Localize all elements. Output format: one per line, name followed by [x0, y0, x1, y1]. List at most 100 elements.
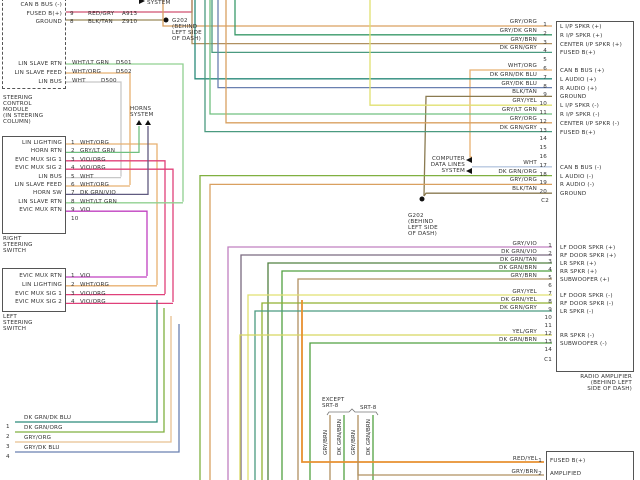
wire-label: VIO/ORG — [80, 299, 106, 306]
wire-lin — [66, 63, 184, 202]
circuit-label: D501 — [116, 60, 132, 66]
switch-pin-number: 9 — [71, 207, 75, 214]
amp-pin-function: RR SPKR (+) — [560, 269, 598, 275]
amp-pin-number: 1 — [543, 22, 547, 28]
switch-pin-number: 2 — [71, 148, 75, 155]
switch-pin-label: HORN SW — [33, 190, 62, 197]
wire-right-switch — [66, 210, 148, 276]
wire-c1 — [267, 262, 552, 480]
wire-c1 — [297, 278, 552, 480]
ground-symbol-icon — [419, 196, 425, 202]
amp-pin-number: 14 — [539, 136, 547, 143]
amp-pin-function: FUSED B(+) — [560, 50, 596, 57]
module-pin-label: LIN SLAVE RTN — [18, 61, 62, 67]
amp-pin-number: 4 — [543, 48, 547, 55]
amp-pin-number: 12 — [544, 331, 552, 337]
wire-label: BLK/TAN — [88, 19, 113, 25]
connector-pin-function: FUSED B(+) — [550, 458, 586, 464]
amp-pin-number: 15 — [539, 145, 547, 152]
except-srt8-label: EXCEPT SRT-8 — [322, 397, 345, 409]
c1-connector-label: C1 — [544, 357, 552, 363]
switch-pin-number: 7 — [71, 190, 75, 197]
switch-pin-number: 1 — [71, 140, 75, 146]
amp-pin-number: 5 — [548, 275, 552, 281]
wire-label: WHT/ORG — [80, 140, 110, 146]
circuit-label: D500 — [101, 78, 117, 84]
module-label: STEERING CONTROL MODULE (IN STEERING COL… — [3, 95, 44, 125]
amp-pin-number: 2 — [543, 30, 547, 37]
wire-c1 — [247, 294, 552, 480]
amp-pin-number: 11 — [544, 323, 552, 329]
wire-c2 — [211, 0, 552, 54]
radio-amplifier-box — [556, 21, 634, 372]
amp-pin-function: LF DOOR SPKR (-) — [560, 293, 613, 299]
data-lines-arrow-icon — [466, 168, 472, 174]
amp-pin-number: 11 — [539, 110, 547, 116]
amp-pin-function: L I/P SPKR (-) — [560, 103, 600, 110]
wire-pin-number: 4 — [6, 454, 10, 460]
amp-pin-number: 19 — [539, 180, 547, 187]
wire-label: GRY/ORG — [509, 19, 537, 25]
wire-label: GRY/DK GRN — [499, 27, 537, 34]
switch-pin-label: EVIC MUX SIG 1 — [15, 290, 62, 297]
wire-label: VIO/ORG — [80, 156, 106, 163]
wire-label: WHT — [80, 173, 94, 180]
c2-connector-label: C2 — [541, 198, 549, 204]
amp-pin-number: 14 — [544, 347, 552, 353]
wire-c2 — [204, 0, 552, 133]
switch-pin-label: EVIC MUX RTN — [19, 207, 62, 214]
wire-lin — [66, 81, 122, 177]
wire-label: GRY/ORG — [24, 435, 52, 441]
wire-pin-number: 3 — [6, 444, 10, 450]
switch-pin-label: LIN LIGHTING — [21, 281, 62, 288]
left-steering-switch-box — [2, 268, 66, 312]
module-pin-label: FUSED B(+) — [26, 11, 62, 17]
wire-label: DK GRN/GRY — [499, 305, 537, 311]
wire-label: DK GRN/GRY — [499, 45, 537, 52]
wire-label: DK GRN/TAN — [499, 257, 537, 263]
amp-pin-function: CENTER I/P SPKR (-) — [560, 120, 620, 127]
switch-pin-number: 2 — [71, 281, 75, 288]
wire-label: YEL/GRY — [512, 329, 537, 335]
srt-wire-label: GRY/BRN — [351, 429, 357, 455]
right-steering-switch-box — [2, 136, 66, 234]
switch-pin-number: 10 — [71, 215, 79, 222]
wire-label: DK GRN/YEL — [500, 297, 537, 303]
switch-pin-number: 4 — [71, 165, 75, 172]
wire-c2 — [191, 0, 552, 45]
amp-pin-function: L I/P SPKR (+) — [560, 24, 602, 30]
srt-bracket — [326, 408, 379, 416]
wire-label: RED/YEL — [512, 456, 538, 462]
wire-c2 — [423, 192, 552, 197]
wire-bottom-left — [15, 308, 165, 433]
switch-pin-number: 3 — [71, 156, 75, 163]
switch-pin-label: LIN SLAVE RTN — [18, 198, 62, 205]
srt8-label: SRT-8 — [360, 405, 377, 411]
amp-pin-number: 3 — [548, 259, 552, 265]
wire-label: VIO — [80, 273, 91, 279]
amp-pin-number: 10 — [544, 315, 552, 321]
wire-label: WHT/LT GRN — [80, 198, 117, 205]
ground-label: G202 (BEHIND LEFT SIDE OF DASH) — [172, 18, 202, 42]
wire-c1 — [261, 302, 552, 480]
wire-label: GRY/BRN — [510, 36, 537, 43]
horns-arrow-icon — [145, 120, 151, 125]
connector-pin-number: 1 — [538, 458, 542, 464]
wire-label: GRY/DK BLU — [501, 80, 537, 87]
switch-pin-number: 4 — [71, 299, 75, 306]
wire-label: DK GRN/GRY — [499, 124, 537, 131]
module-pin-number: 9 — [70, 11, 74, 17]
wire-right-switch — [66, 160, 166, 294]
wire-bottom-left — [15, 324, 180, 453]
amp-pin-number: 8 — [543, 83, 547, 90]
amp-pin-function: LR SPKR (+) — [560, 261, 597, 267]
wire-label: DK GRN/VIO — [501, 249, 537, 255]
wire-c1 — [239, 334, 552, 480]
amp-pin-number: 17 — [539, 162, 547, 169]
wire-label: WHT — [523, 159, 537, 166]
amp-pin-number: 3 — [543, 39, 547, 46]
wire-lin — [66, 72, 131, 185]
horns-arrow-icon — [136, 120, 142, 125]
switch-pin-label: LIN BUS — [38, 173, 62, 180]
